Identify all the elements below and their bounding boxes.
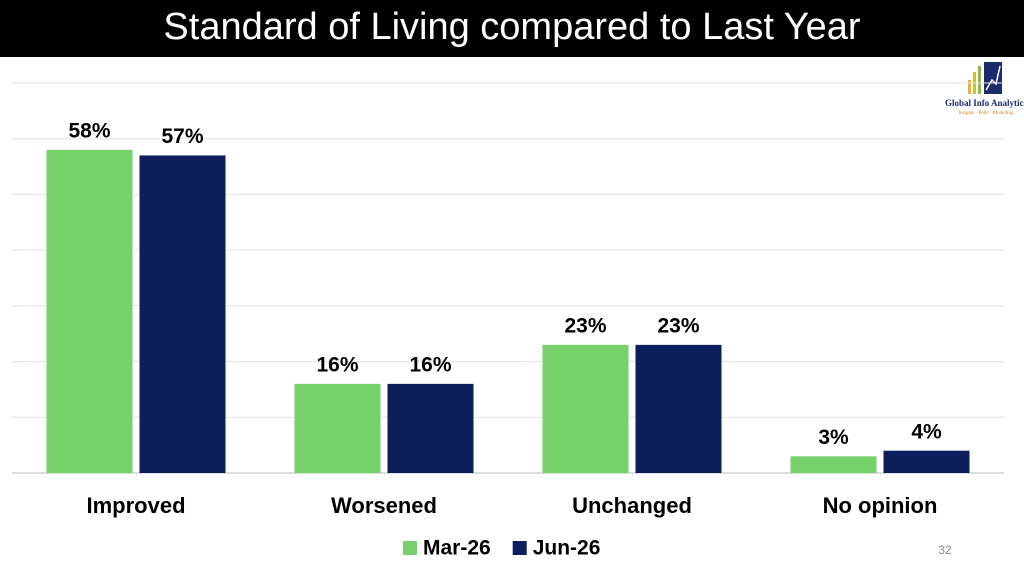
- logo-name: Global Info Analytics: [945, 98, 1024, 108]
- chart-title: Standard of Living compared to Last Year: [163, 6, 860, 48]
- bar: [635, 344, 722, 473]
- bar: [294, 383, 381, 473]
- value-label: 16%: [316, 353, 358, 376]
- value-label: 3%: [818, 426, 849, 449]
- value-label: 57%: [161, 125, 203, 148]
- bar: [883, 450, 970, 473]
- logo-bar: [968, 80, 971, 94]
- legend-swatch: [512, 541, 527, 555]
- bar: [387, 383, 474, 473]
- bar: [542, 344, 629, 473]
- bar: [46, 149, 133, 473]
- value-label: 23%: [564, 314, 606, 337]
- value-label: 58%: [68, 119, 110, 142]
- logo-bar: [978, 66, 981, 94]
- legend-label: Jun-26: [533, 537, 601, 560]
- value-label: 4%: [911, 420, 942, 443]
- legend-swatch: [403, 541, 417, 555]
- legend-label: Mar-26: [423, 537, 491, 560]
- bar: [139, 155, 226, 473]
- x-tick-label: Improved: [86, 493, 185, 518]
- x-tick-label: Unchanged: [572, 493, 692, 518]
- logo-tagline: Insights · Polls · Modelling: [958, 111, 1014, 116]
- x-tick-label: No opinion: [823, 493, 938, 518]
- bar: [790, 456, 877, 473]
- logo-arrow: [985, 65, 1001, 91]
- page-number: 32: [938, 543, 952, 557]
- value-label: 23%: [657, 314, 699, 337]
- x-tick-label: Worsened: [331, 493, 437, 518]
- value-label: 16%: [409, 353, 451, 376]
- title-bar: [0, 0, 1024, 57]
